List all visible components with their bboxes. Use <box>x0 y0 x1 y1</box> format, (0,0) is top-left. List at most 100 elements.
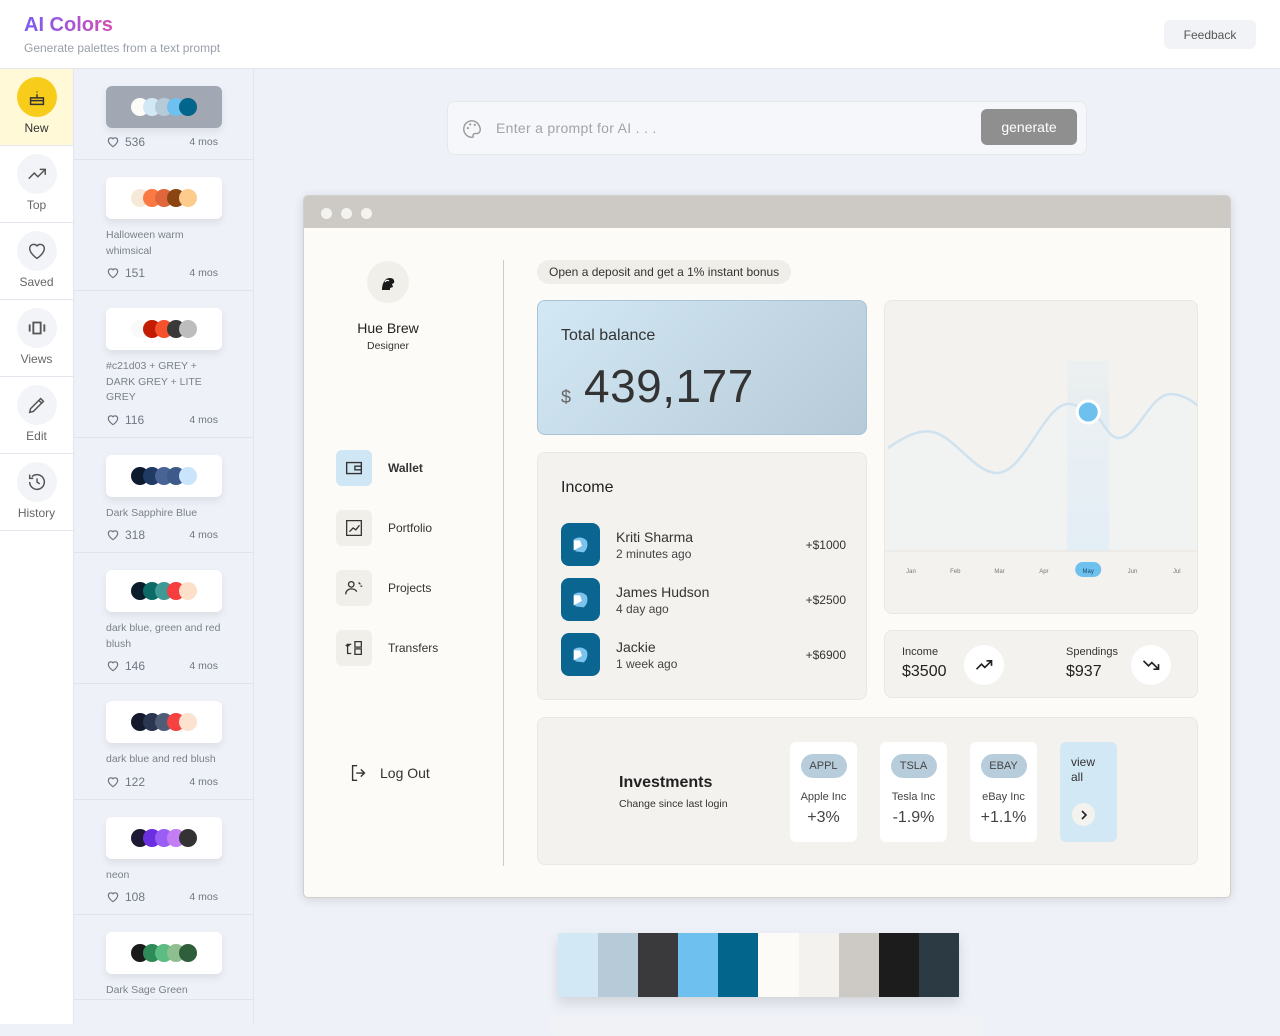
heart-icon[interactable] <box>106 413 120 427</box>
color-dot <box>179 828 197 847</box>
color-dot <box>179 466 197 485</box>
palette-preview[interactable] <box>106 308 222 350</box>
palette-preview[interactable] <box>106 932 222 974</box>
heart-icon[interactable] <box>106 890 120 904</box>
like-count: 536 <box>125 135 146 149</box>
palette-list[interactable]: 536 4 mos Halloween warm whimsical 151 4 m… <box>74 69 254 1024</box>
logout-button[interactable]: Log Out <box>348 762 430 784</box>
menu-item-portfolio[interactable]: Portfolio <box>336 510 432 546</box>
avatar <box>561 523 600 566</box>
month-label[interactable]: May <box>1083 569 1094 575</box>
income-row[interactable]: James Hudson 4 day ago +$2500 <box>561 578 846 621</box>
color-swatch[interactable] <box>918 933 959 997</box>
palette-name: Halloween warm whimsical <box>106 229 184 257</box>
like-count: 318 <box>125 528 146 542</box>
spend-summary-label: Spendings <box>1066 646 1118 658</box>
income-time: 4 day ago <box>616 601 669 616</box>
menu-item-transfers[interactable]: Transfers <box>336 630 438 666</box>
promo-badge: Open a deposit and get a 1% instant bonu… <box>537 260 792 284</box>
month-label[interactable]: Feb <box>950 569 961 575</box>
heart-icon[interactable] <box>106 528 120 542</box>
stock-card[interactable]: TSLA Tesla Inc -1.9% <box>880 742 947 842</box>
nav-item-edit[interactable]: Edit <box>0 377 73 454</box>
stock-change: -1.9% <box>892 809 935 826</box>
palette-preview[interactable] <box>106 86 222 128</box>
month-label[interactable]: Jun <box>1128 569 1138 575</box>
palette-item[interactable]: Dark Sapphire Blue 318 4 mos <box>74 438 253 553</box>
palette-item[interactable]: Halloween warm whimsical 151 4 mos <box>74 160 253 291</box>
month-label[interactable]: Jul <box>1173 569 1181 575</box>
menu-item-wallet[interactable]: Wallet <box>336 450 423 486</box>
view-all-button[interactable]: view all <box>1060 742 1117 842</box>
color-swatch[interactable] <box>598 933 639 997</box>
series-line <box>887 392 1197 475</box>
palette-name: #c21d03 + GREY + DARK GREY + LITE GREY <box>106 360 202 403</box>
palette-item[interactable]: dark blue, green and red blush 146 4 mos <box>74 553 253 684</box>
heart-icon[interactable] <box>106 659 120 673</box>
color-swatch[interactable] <box>558 933 599 997</box>
color-swatch[interactable] <box>878 933 919 997</box>
balance-card: Total balance $ 439,177 <box>537 300 867 435</box>
menu-label: Portfolio <box>388 521 433 535</box>
income-name: Jackie <box>616 638 656 655</box>
window-dot <box>361 208 372 219</box>
palette-name: neon <box>106 868 130 881</box>
heart-icon[interactable] <box>106 266 120 280</box>
palette-item[interactable]: dark blue and red blush 122 4 mos <box>74 684 253 800</box>
nav-item-views[interactable]: Views <box>0 300 73 377</box>
feedback-button[interactable]: Feedback <box>1164 20 1256 49</box>
income-row[interactable]: Kriti Sharma 2 minutes ago +$1000 <box>561 523 846 566</box>
generate-button[interactable]: generate <box>981 109 1077 145</box>
income-name: James Hudson <box>616 583 710 600</box>
color-swatch[interactable] <box>718 933 759 997</box>
menu-label: Wallet <box>388 461 423 475</box>
palette-item[interactable]: 536 4 mos <box>74 69 253 160</box>
income-row[interactable]: Jackie 1 week ago +$6900 <box>561 633 846 676</box>
nav-item-new[interactable]: New <box>0 69 73 146</box>
chart-icon <box>346 520 362 536</box>
palette-name: dark blue, green and red blush <box>106 622 221 650</box>
balance-currency: $ <box>561 387 572 407</box>
area-fill <box>888 393 1197 551</box>
color-swatch[interactable] <box>798 933 839 997</box>
palette-preview[interactable] <box>106 701 222 743</box>
month-label[interactable]: Mar <box>994 569 1004 575</box>
palette-preview[interactable] <box>106 570 222 612</box>
transfer-icon <box>345 640 362 656</box>
nav-item-top[interactable]: Top <box>0 146 73 223</box>
palette-preview[interactable] <box>106 816 222 859</box>
nav-item-saved[interactable]: Saved <box>0 223 73 300</box>
investments-subtitle: Change since last login <box>619 798 728 810</box>
month-label[interactable]: Apr <box>1039 569 1048 575</box>
profile-name: Hue Brew <box>357 320 419 336</box>
like-count: 108 <box>125 890 146 904</box>
heart-icon[interactable] <box>106 135 120 149</box>
prompt-input[interactable] <box>496 116 916 140</box>
palette-age: 4 mos <box>189 529 218 541</box>
color-swatch[interactable] <box>638 933 679 997</box>
sidebar-nav: New Top Saved Views Edit History <box>0 69 74 1024</box>
color-swatch[interactable] <box>838 933 879 997</box>
color-swatch[interactable] <box>678 933 719 997</box>
palette-item[interactable]: #c21d03 + GREY + DARK GREY + LITE GREY 1… <box>74 291 253 438</box>
user-avatar-icon <box>573 647 587 662</box>
nav-item-history[interactable]: History <box>0 454 73 531</box>
month-label[interactable]: Jan <box>906 569 916 575</box>
stock-change: +1.1% <box>980 809 1027 826</box>
palette-item[interactable]: neon 108 4 mos <box>74 800 253 915</box>
stock-change: +3% <box>807 809 840 826</box>
heart-icon[interactable] <box>106 775 120 789</box>
palette-age: 4 mos <box>189 136 218 148</box>
palette-preview[interactable] <box>106 454 222 497</box>
color-swatch[interactable] <box>758 933 799 997</box>
bottom-panel <box>549 1016 985 1036</box>
palette-item[interactable]: Dark Sage Green <box>74 915 253 1000</box>
menu-item-projects[interactable]: Projects <box>336 570 431 606</box>
income-time: 1 week ago <box>616 656 678 671</box>
stock-card[interactable]: EBAY eBay Inc +1.1% <box>970 742 1037 842</box>
stock-card[interactable]: APPL Apple Inc +3% <box>790 742 857 842</box>
palette-preview[interactable] <box>106 177 222 219</box>
selected-point[interactable] <box>1075 399 1101 425</box>
stock-name: eBay Inc <box>982 791 1025 803</box>
history-icon <box>28 474 45 491</box>
